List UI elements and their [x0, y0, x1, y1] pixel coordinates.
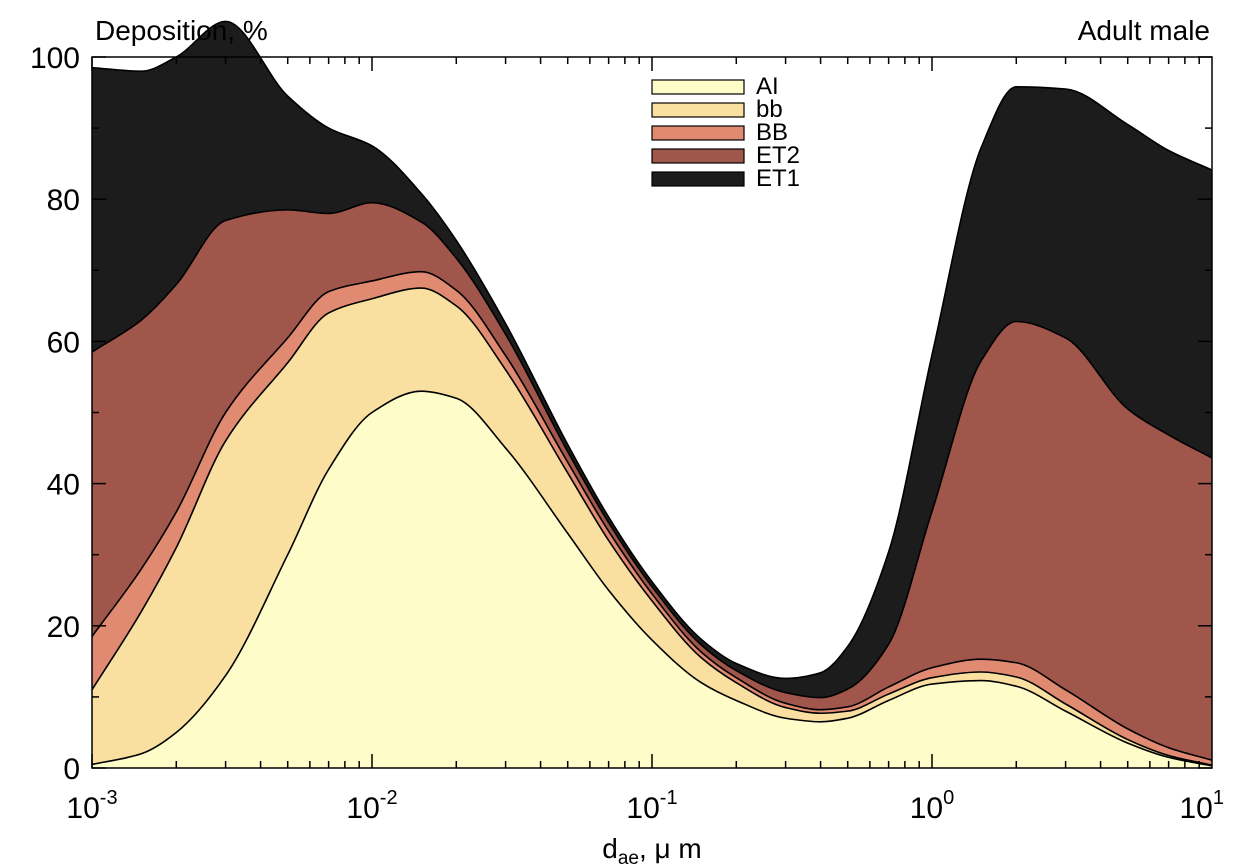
boundary-bb [91, 270, 1213, 761]
legend-swatch-bb [651, 125, 745, 141]
area-bb [92, 288, 1212, 766]
y-tick-label: 0 [63, 753, 80, 786]
x-axis: 10-3 10-2 10-1 100 101 [66, 57, 1224, 825]
area-ai [92, 391, 1212, 768]
x-axis-label-base: d [602, 833, 618, 864]
stacked-areas [91, 20, 1213, 768]
y-tick-label: 80 [47, 184, 80, 217]
x-axis-label-subscript: ae [618, 848, 639, 864]
legend-label-et2: ET2 [756, 142, 800, 169]
y-axis: 0 20 40 60 80 100 [30, 42, 1212, 786]
x-tick-label: 101 [1180, 787, 1225, 825]
area-et2 [92, 202, 1212, 761]
legend-swatch-ai [651, 79, 745, 95]
legend-label-ai: AI [756, 73, 779, 100]
legend-label-bb: bb [756, 96, 783, 123]
y-tick-label: 40 [47, 469, 80, 502]
boundary-bb [91, 287, 1213, 766]
legend-label-bb: BB [756, 119, 788, 146]
area-et1 [92, 21, 1212, 698]
legend-swatch-et1 [651, 171, 745, 187]
chart-title: Adult male [1078, 15, 1210, 46]
x-tick-label: 10-2 [346, 787, 397, 825]
legend-swatch-et2 [651, 148, 745, 164]
boundary-et1 [91, 20, 1213, 680]
y-axis-label: Deposition, % [95, 15, 268, 46]
area-bb [92, 271, 1212, 766]
legend-label-et1: ET1 [756, 165, 800, 192]
x-tick-label: 100 [910, 787, 955, 825]
boundary-ai [91, 390, 1213, 767]
x-axis-label: dae, μ m [602, 833, 702, 864]
x-axis-label-unit: , μ m [639, 833, 702, 864]
y-tick-label: 20 [47, 611, 80, 644]
legend-swatch-bb [651, 102, 745, 118]
x-tick-label: 10-1 [626, 787, 677, 825]
y-tick-label: 100 [30, 42, 80, 75]
y-tick-label: 60 [47, 326, 80, 359]
boundary-et2 [91, 201, 1213, 699]
x-tick-label: 10-3 [66, 787, 117, 825]
